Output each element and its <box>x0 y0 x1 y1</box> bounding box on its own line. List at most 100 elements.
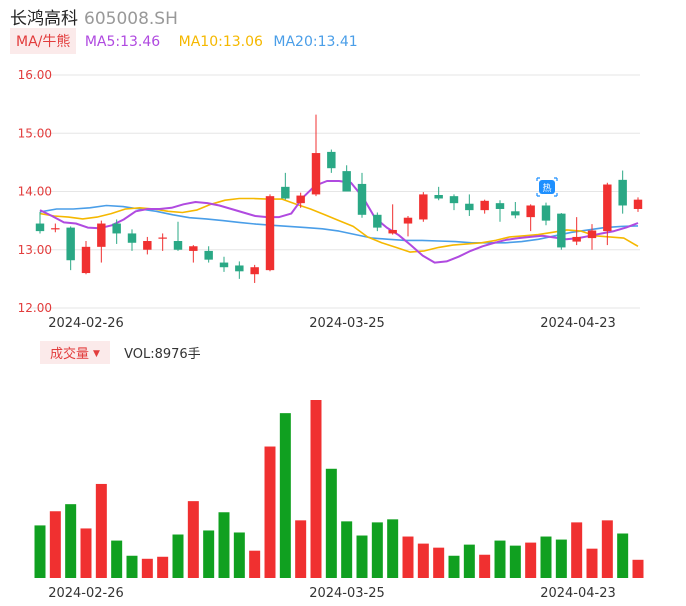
candle <box>97 220 106 263</box>
volume-bar <box>586 548 598 578</box>
volume-bar <box>433 547 445 578</box>
stock-code: 605008.SH <box>84 9 178 29</box>
caret-down-icon: ▼ <box>93 349 100 359</box>
volume-bar <box>157 556 169 578</box>
candle <box>327 149 336 173</box>
candle <box>81 241 91 275</box>
ma20-legend: MA20:13.41 <box>273 34 358 50</box>
volume-bar <box>111 540 123 578</box>
candle <box>281 172 290 200</box>
candle <box>296 192 305 208</box>
volume-bar <box>65 504 77 578</box>
price-x-axis: 2024-02-26 2024-03-25 2024-04-23 <box>48 316 616 331</box>
x-tick-label: 2024-04-23 <box>540 316 616 331</box>
volume-bar <box>356 535 368 578</box>
ma-legend: MA/牛熊 MA5:13.46 MA10:13.06 MA20:13.41 <box>10 28 358 54</box>
candle <box>388 204 397 235</box>
candle <box>449 194 459 211</box>
volume-bar <box>617 533 629 578</box>
ma20-line <box>39 204 639 244</box>
ma10-path <box>39 197 639 253</box>
x-tick-label: 2024-03-25 <box>309 586 385 601</box>
price-grid <box>28 74 640 309</box>
svg-text:热: 热 <box>542 182 551 194</box>
volume-bar <box>34 525 46 578</box>
candle <box>526 204 535 232</box>
stock-title: 长鸿高科 605008.SH <box>10 4 178 29</box>
candle <box>618 170 627 214</box>
volume-bar <box>187 501 199 578</box>
y-tick-label: 12.00 <box>18 301 52 315</box>
volume-bar <box>264 446 276 578</box>
volume-bar <box>571 522 583 578</box>
candle <box>143 236 152 255</box>
ma5-legend: MA5:13.46 <box>84 34 161 50</box>
candle <box>403 215 413 237</box>
candle <box>541 202 551 226</box>
volume-bar <box>218 512 230 578</box>
x-tick-label: 2024-04-23 <box>540 586 616 601</box>
candle <box>572 217 581 246</box>
candle <box>434 186 443 201</box>
volume-bar <box>402 536 414 578</box>
volume-indicator-selector[interactable]: 成交量 ▼ <box>40 341 110 364</box>
candle <box>511 201 520 219</box>
volume-legend: 成交量 ▼ VOL:8976手 <box>40 341 201 364</box>
candle <box>158 233 167 251</box>
y-tick-label: 13.00 <box>18 243 52 257</box>
x-tick-label: 2024-02-26 <box>48 586 124 601</box>
x-tick-label: 2024-03-25 <box>309 316 385 331</box>
candle <box>66 226 75 271</box>
candle <box>173 221 183 251</box>
volume-bar <box>341 521 353 578</box>
candlesticks <box>35 114 643 283</box>
ma-indicator-selector[interactable]: MA/牛熊 <box>10 28 77 54</box>
volume-bar <box>387 519 399 578</box>
ma5-path <box>39 180 639 264</box>
volume-bar <box>494 540 506 578</box>
volume-bar <box>540 536 552 578</box>
volume-value: VOL:8976手 <box>124 347 201 362</box>
volume-bar <box>555 539 567 578</box>
candle <box>204 246 213 263</box>
volume-bar <box>509 545 521 578</box>
volume-bar <box>632 559 644 578</box>
volume-bar <box>126 555 138 578</box>
volume-bar <box>479 554 491 578</box>
candle <box>235 261 244 279</box>
ma5-line <box>39 180 639 264</box>
volume-bar <box>601 520 613 578</box>
volume-bar <box>249 550 261 578</box>
candle <box>373 212 382 232</box>
volume-bar <box>325 468 337 578</box>
candle <box>419 192 428 222</box>
y-tick-label: 14.00 <box>18 185 52 199</box>
candle <box>603 182 612 246</box>
candle <box>557 213 566 250</box>
volume-bar <box>295 520 307 578</box>
ma20-path <box>39 204 639 244</box>
volume-bar <box>95 483 107 578</box>
volume-bar <box>279 413 291 578</box>
price-y-axis: 16.00 15.00 14.00 13.00 12.00 <box>18 68 52 315</box>
candle <box>35 211 45 234</box>
volume-bar <box>203 530 215 578</box>
volume-bar <box>463 544 475 578</box>
candle <box>495 200 505 222</box>
candle <box>342 165 351 192</box>
candle <box>189 245 198 263</box>
volume-bar <box>233 532 245 578</box>
candle <box>51 223 60 233</box>
candle <box>357 172 367 218</box>
fire-badge-icon[interactable]: 热 <box>536 177 558 197</box>
volume-bar <box>525 542 537 578</box>
candle <box>465 194 474 216</box>
candle <box>633 197 643 212</box>
y-tick-label: 16.00 <box>18 68 52 82</box>
volume-bars <box>34 400 644 578</box>
volume-x-axis: 2024-02-26 2024-03-25 2024-04-23 <box>48 586 616 601</box>
candle <box>127 229 137 251</box>
volume-bar <box>371 522 383 578</box>
volume-bar <box>448 555 460 578</box>
